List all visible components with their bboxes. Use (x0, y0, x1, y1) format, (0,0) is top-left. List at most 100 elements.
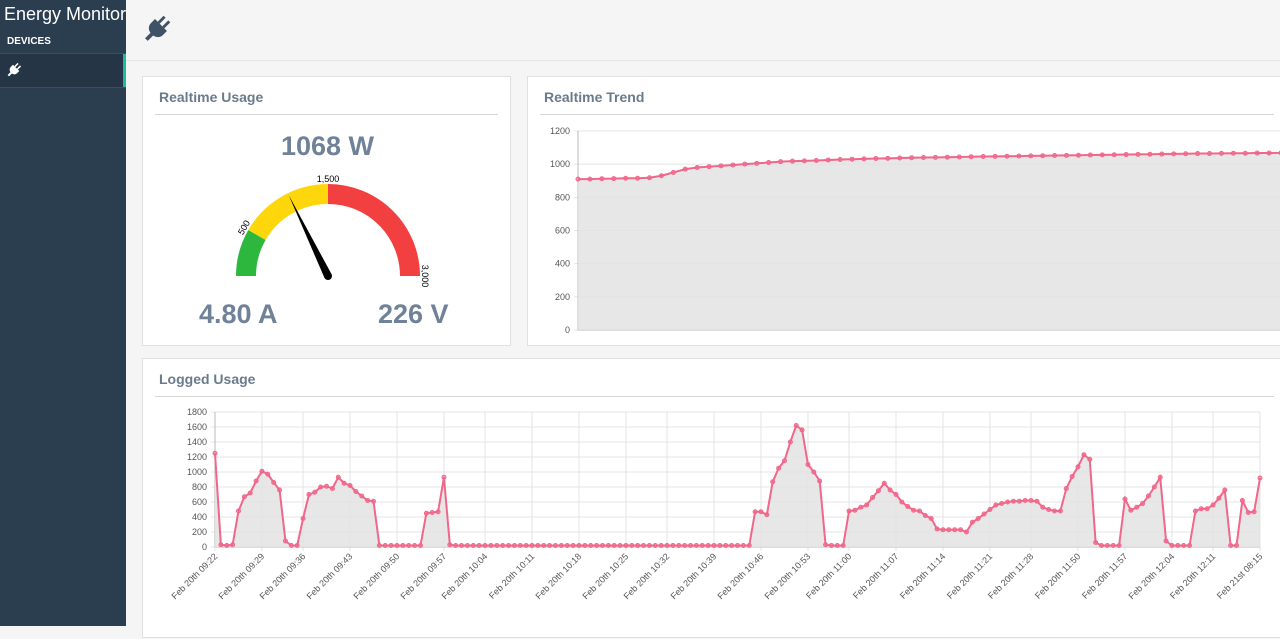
plug-icon (142, 14, 172, 49)
plug-icon (6, 62, 22, 83)
data-point (811, 469, 817, 475)
data-point (646, 543, 652, 548)
data-point (241, 494, 247, 500)
data-point (1123, 152, 1129, 158)
data-point (658, 173, 664, 179)
data-point (1140, 501, 1146, 506)
data-point (1069, 474, 1075, 479)
sidebar-item-device[interactable] (0, 53, 126, 88)
data-point (423, 510, 429, 516)
data-point (670, 169, 676, 175)
data-point (599, 176, 605, 182)
data-point (676, 543, 682, 548)
gauge-needle-hub (324, 272, 332, 280)
data-point (441, 474, 447, 480)
data-point (329, 486, 335, 491)
divider (155, 396, 1274, 397)
data-point (382, 543, 388, 548)
data-point (611, 543, 617, 548)
data-point (776, 465, 782, 471)
data-point (735, 543, 740, 548)
data-point (253, 478, 259, 484)
data-point (476, 543, 482, 548)
data-point (1159, 151, 1165, 157)
data-point (529, 543, 535, 548)
data-point (834, 543, 840, 548)
data-point (324, 483, 330, 489)
x-tick-label: Feb 20th 09:50 (352, 551, 402, 601)
data-point (1222, 487, 1228, 493)
data-point (905, 504, 911, 509)
data-point (535, 543, 541, 548)
data-point (1163, 538, 1169, 544)
data-point (758, 509, 764, 515)
data-point (682, 543, 688, 548)
data-point (312, 489, 318, 495)
y-tick-label: 600 (555, 226, 570, 236)
data-point (1135, 151, 1141, 157)
data-point (1266, 150, 1272, 156)
power-gauge: 500 1,500 3,000 (236, 174, 430, 287)
data-point (975, 516, 981, 521)
x-tick-label: Feb 20th 09:43 (305, 551, 355, 601)
data-point (1075, 464, 1081, 470)
data-point (1081, 452, 1087, 458)
data-point (494, 543, 500, 548)
data-point (406, 543, 412, 548)
y-tick-label: 1200 (550, 126, 570, 136)
data-point (717, 543, 723, 548)
data-point (646, 175, 652, 181)
data-point (1134, 504, 1140, 510)
data-point (909, 155, 915, 161)
data-point (861, 156, 867, 162)
data-point (729, 543, 735, 548)
data-point (318, 484, 324, 490)
data-point (453, 543, 459, 548)
y-tick-label: 800 (555, 192, 570, 202)
data-point (718, 163, 724, 169)
data-point (952, 527, 958, 533)
data-point (787, 439, 793, 445)
panel-title: Logged Usage (159, 371, 256, 387)
data-point (899, 499, 905, 505)
x-tick-label: Feb 20th 11:14 (898, 551, 947, 600)
data-point (482, 543, 488, 548)
active-indicator (123, 54, 126, 87)
data-point (664, 543, 670, 548)
data-point (1157, 474, 1163, 480)
data-point (1057, 508, 1063, 514)
data-point (353, 489, 359, 494)
data-point (858, 504, 864, 510)
gauge-band-low (236, 230, 266, 277)
data-point (429, 510, 435, 515)
data-point (764, 512, 770, 518)
app-brand[interactable]: Energy Monitor (4, 4, 127, 24)
data-point (1218, 150, 1224, 156)
data-point (940, 527, 946, 533)
y-tick-label: 1400 (187, 437, 207, 447)
y-tick-label: 600 (192, 497, 207, 507)
data-point (335, 474, 341, 480)
data-point (885, 155, 891, 161)
data-point (629, 543, 635, 548)
x-tick-label: Feb 20th 10:11 (487, 551, 536, 600)
data-point (852, 507, 858, 513)
y-tick-label: 0 (202, 542, 207, 552)
data-point (840, 543, 846, 548)
data-point (1005, 499, 1011, 505)
power-value: 1068 W (280, 131, 375, 161)
data-point (288, 543, 294, 548)
data-point (459, 543, 465, 548)
data-point (846, 508, 852, 514)
data-point (1022, 498, 1028, 503)
data-point (282, 538, 288, 544)
data-point (247, 490, 253, 496)
data-point (893, 492, 899, 497)
realtime-trend-chart: 0 200 400 600 800 1000 1200 (550, 126, 1280, 335)
data-point (740, 543, 746, 548)
data-point (742, 161, 748, 167)
data-point (1016, 153, 1022, 159)
data-point (371, 498, 377, 504)
y-tick-label: 1800 (187, 407, 207, 417)
gauge-needle (288, 195, 332, 278)
